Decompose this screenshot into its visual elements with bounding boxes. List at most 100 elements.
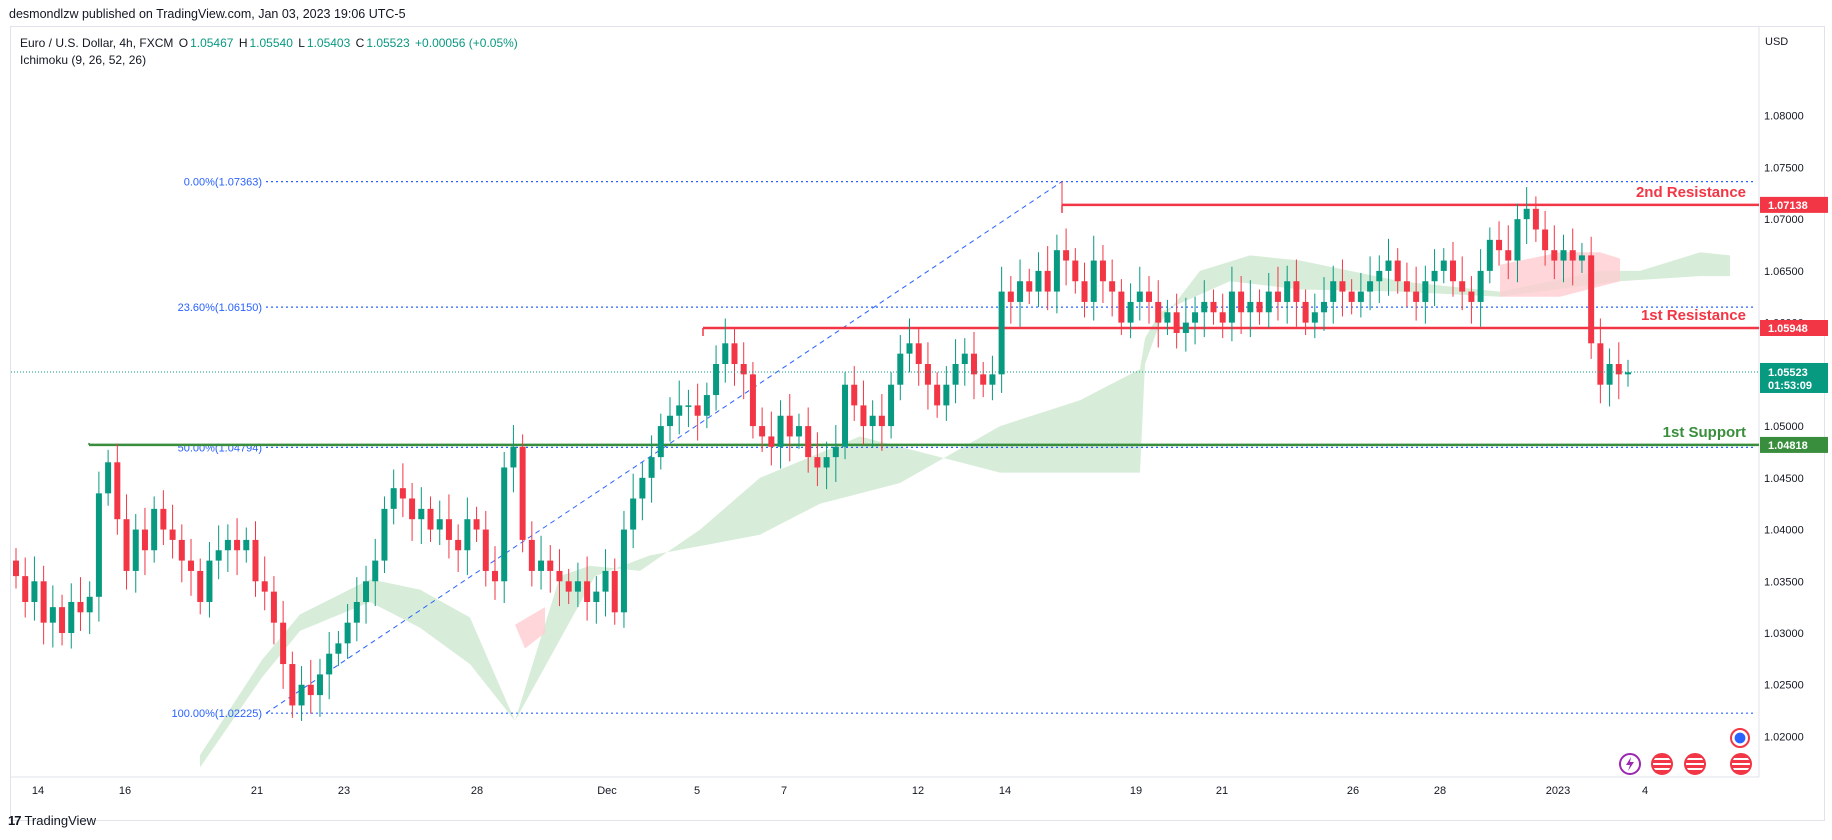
- bearish-candle: [814, 457, 821, 468]
- bullish-candle: [657, 426, 664, 458]
- bullish-candle: [1311, 312, 1318, 323]
- countdown-timer: 01:53:09: [1768, 380, 1812, 392]
- bearish-candle: [1007, 291, 1014, 302]
- close-value: 1.05523: [366, 36, 410, 50]
- bearish-candle: [1597, 343, 1604, 385]
- bearish-candle: [1339, 281, 1346, 292]
- bearish-candle: [565, 581, 572, 592]
- bearish-candle: [519, 446, 526, 540]
- bullish-candle: [943, 384, 950, 406]
- x-tick-label: 14: [32, 785, 44, 797]
- bullish-candle: [961, 353, 968, 365]
- bearish-candle: [1044, 270, 1051, 292]
- high-value: 1.05540: [249, 36, 293, 50]
- bearish-candle: [473, 519, 480, 530]
- x-tick-label: 2023: [1546, 785, 1570, 797]
- x-tick-label: 28: [471, 785, 483, 797]
- bullish-candle: [390, 488, 397, 509]
- bearish-candle: [924, 364, 931, 385]
- bearish-candle: [270, 591, 277, 623]
- x-tick-label: 23: [338, 785, 350, 797]
- ichimoku-indicator-label[interactable]: Ichimoku (9, 26, 52, 26): [20, 53, 147, 67]
- bearish-candle: [261, 581, 268, 592]
- x-tick-label: 19: [1130, 785, 1142, 797]
- us-flag-event-icon[interactable]: [1730, 753, 1752, 775]
- bullish-candle: [1265, 291, 1272, 313]
- bearish-candle: [22, 576, 29, 602]
- chart-pane[interactable]: [10, 26, 1825, 821]
- bearish-candle: [399, 488, 406, 499]
- bearish-candle: [556, 570, 563, 582]
- bullish-candle: [1578, 255, 1585, 261]
- bearish-candle: [1118, 291, 1125, 323]
- bearish-candle: [740, 364, 747, 375]
- bearish-candle: [1569, 250, 1576, 261]
- price-tag-label: 1.07138: [1768, 200, 1808, 212]
- bullish-candle: [1514, 219, 1521, 261]
- us-flag-event-icon[interactable]: [1684, 753, 1706, 775]
- bearish-candle: [1302, 301, 1309, 323]
- bullish-candle: [1625, 372, 1631, 375]
- x-tick-label: 21: [251, 785, 263, 797]
- bearish-candle: [445, 519, 452, 540]
- bullish-candle: [842, 384, 849, 447]
- bullish-candle: [1477, 270, 1484, 302]
- bearish-candle: [1532, 208, 1539, 230]
- bullish-candle: [952, 364, 959, 385]
- fibonacci-level-label: 23.60%(1.06150): [178, 302, 262, 314]
- bullish-candle: [1127, 301, 1134, 323]
- fibonacci-trend-line: [265, 181, 1063, 714]
- tradingview-brand[interactable]: 17 TradingView: [8, 813, 96, 828]
- bullish-candle: [1182, 322, 1189, 333]
- bearish-candle: [1403, 281, 1410, 292]
- x-tick-label: 21: [1216, 785, 1228, 797]
- bullish-candle: [68, 601, 75, 634]
- bearish-candle: [491, 570, 498, 582]
- bullish-candle: [436, 519, 443, 530]
- bullish-candle: [1090, 260, 1097, 302]
- bullish-candle: [897, 353, 904, 385]
- bullish-candle: [906, 343, 913, 354]
- bearish-candle: [1588, 255, 1595, 344]
- close-label: C: [355, 36, 365, 50]
- us-flag-event-icon[interactable]: [1651, 753, 1673, 775]
- bearish-candle: [547, 560, 554, 571]
- y-tick-label: 1.05000: [1764, 421, 1804, 433]
- bearish-candle: [234, 539, 241, 551]
- bearish-candle: [141, 529, 148, 551]
- bullish-candle: [676, 405, 683, 416]
- bearish-candle: [584, 581, 591, 602]
- bearish-candle: [749, 374, 756, 427]
- x-tick-label: Dec: [597, 785, 617, 797]
- last-price-value: 1.05523: [1768, 367, 1808, 379]
- bearish-candle: [528, 539, 535, 571]
- bearish-candle: [1459, 281, 1466, 292]
- bearish-candle: [1615, 364, 1622, 375]
- level-price-tag: 1.04818: [1760, 436, 1828, 453]
- symbol-title[interactable]: Euro / U.S. Dollar, 4h, FXCM: [20, 36, 174, 50]
- price-tag-label: 1.05948: [1768, 323, 1808, 335]
- bearish-candle: [1348, 291, 1355, 302]
- bearish-candle: [252, 539, 259, 582]
- bearish-candle: [123, 519, 130, 571]
- bullish-candle: [501, 467, 508, 582]
- bearish-candle: [915, 343, 922, 365]
- bullish-candle: [1606, 364, 1613, 385]
- bearish-candle: [934, 384, 941, 406]
- globe-event-icon[interactable]: [1730, 728, 1750, 748]
- bearish-candle: [1109, 281, 1116, 292]
- bearish-candle: [1468, 291, 1475, 302]
- price-tag-label: 1.04818: [1768, 440, 1808, 452]
- bullish-candle: [510, 446, 517, 468]
- lightning-event-icon[interactable]: [1619, 753, 1641, 775]
- change-value: +0.00056 (+0.05%): [415, 36, 518, 50]
- bearish-candle: [40, 581, 47, 623]
- bearish-candle: [694, 405, 701, 416]
- bullish-candle: [132, 529, 139, 571]
- bullish-candle: [639, 477, 646, 499]
- bearish-candle: [1072, 260, 1079, 282]
- fibonacci-level-label: 0.00%(1.07363): [184, 177, 262, 189]
